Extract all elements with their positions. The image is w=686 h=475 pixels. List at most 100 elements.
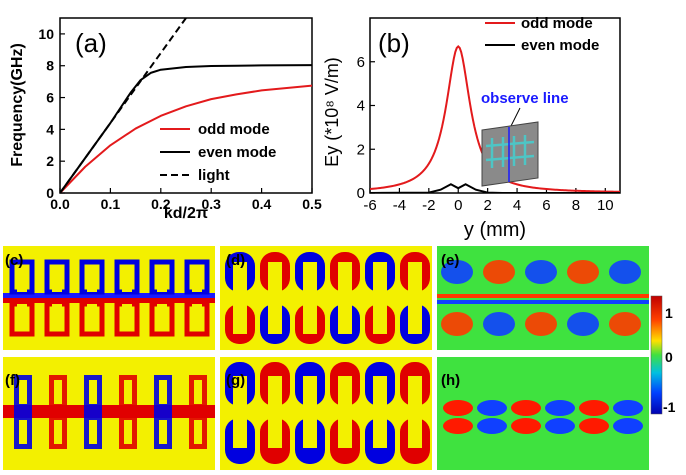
b-ytick-label: 6 — [357, 54, 365, 71]
h-blob-top — [579, 400, 609, 416]
a-ytick-label: 4 — [46, 121, 54, 137]
c-stub-top-core — [52, 268, 62, 292]
d-blob-top-core — [303, 262, 317, 292]
g-blob-top-core — [338, 376, 352, 406]
f-stub-gap-top — [19, 380, 27, 404]
g-blob-top-core — [268, 376, 282, 406]
h-blob-top — [545, 400, 575, 416]
c-stub-bottom-core — [122, 304, 132, 328]
a-ytick-label: 10 — [38, 26, 54, 42]
d-blob-bottom-core — [373, 304, 387, 334]
observe-line-arrow — [509, 107, 521, 129]
panel-a-ylabel: Frequency(GHz) — [9, 43, 26, 167]
g-blob-bottom-core — [268, 418, 282, 448]
e-strip-red — [437, 294, 649, 298]
g-blob-bottom-core — [408, 418, 422, 448]
g-blob-bottom-core — [373, 418, 387, 448]
c-stub-top-core — [87, 268, 97, 292]
observe-line-label: observe line — [481, 90, 569, 107]
a-xtick-label: 0.3 — [201, 196, 221, 212]
d-blob-top-core — [233, 262, 247, 292]
legend-odd-label: odd mode — [198, 121, 270, 138]
d-blob-top-core — [268, 262, 282, 292]
e-strip-blue — [437, 300, 649, 304]
colorbar-gradient — [650, 295, 663, 415]
panel-a-ticks: 0.0 0.1 0.2 0.3 0.4 0.5 0 2 4 6 8 10 — [38, 26, 322, 212]
f-stub — [189, 375, 207, 449]
g-blob-top-core — [233, 376, 247, 406]
legend-b-odd-label: odd mode — [521, 15, 593, 32]
panel-a-label: (a) — [75, 28, 107, 58]
colorbar-tick-max: 1 — [665, 305, 673, 321]
f-stub-gap-bottom — [159, 420, 167, 444]
f-stub-gap-top — [89, 380, 97, 404]
panel-a-legend: odd mode even mode light — [160, 121, 276, 184]
light-line — [60, 18, 187, 193]
h-blob-bottom — [579, 418, 609, 434]
f-stub-gap-bottom — [89, 420, 97, 444]
fieldmap-e: (e) — [437, 246, 649, 350]
f-stub — [84, 375, 102, 449]
g-blob-top-core — [373, 376, 387, 406]
device-inset: observe line — [481, 90, 569, 187]
e-blob-bottom — [567, 312, 599, 336]
f-stub — [14, 375, 32, 449]
panel-b-ylabel: Ey (*10⁸ V/m) — [322, 57, 342, 167]
h-blob-bottom — [477, 418, 507, 434]
f-stub-gap-bottom — [194, 420, 202, 444]
d-blob-bottom-core — [268, 304, 282, 334]
d-blob-bottom-core — [233, 304, 247, 334]
panel-b-label: (b) — [378, 28, 410, 58]
g-blob-bottom-core — [338, 418, 352, 448]
panel-a-xlabel: kd/2π — [164, 205, 208, 222]
h-blob-bottom — [613, 418, 643, 434]
e-blob-top — [525, 260, 557, 284]
c-stub-top-core — [157, 268, 167, 292]
c-stub-bottom-core — [17, 304, 27, 328]
f-stub — [119, 375, 137, 449]
c-stub-bottom-core — [157, 304, 167, 328]
f-stub — [154, 375, 172, 449]
b-xtick-label: 4 — [513, 197, 521, 214]
e-blob-top — [609, 260, 641, 284]
fieldmap-g: (g) — [220, 357, 432, 470]
d-blob-top-core — [408, 262, 422, 292]
f-stub-gap-bottom — [54, 420, 62, 444]
f-stub-gap-top — [124, 380, 132, 404]
colorbar-tick-min: -1 — [663, 399, 676, 415]
h-blob-bottom — [545, 418, 575, 434]
b-ytick-label: 0 — [357, 185, 365, 202]
a-xtick-label: 0.4 — [252, 196, 272, 212]
f-stub-gap-bottom — [124, 420, 132, 444]
g-center-strip — [220, 406, 432, 418]
h-blob-bottom — [511, 418, 541, 434]
h-blob-top — [613, 400, 643, 416]
colorbar-tick-zero: 0 — [665, 349, 673, 365]
h-blob-bottom — [443, 418, 473, 434]
c-stub-top-core — [192, 268, 202, 292]
fieldmap-c: (c) — [3, 246, 215, 350]
panel-a-lines — [60, 18, 312, 193]
d-blob-bottom-core — [303, 304, 317, 334]
device-plate — [481, 121, 539, 187]
fieldmap-h-label: (h) — [441, 372, 460, 389]
even-mode-line — [60, 64, 312, 193]
c-stub-top-core — [122, 268, 132, 292]
b-xtick-label: 8 — [572, 197, 580, 214]
a-ytick-label: 0 — [46, 185, 54, 201]
a-xtick-label: 0.5 — [302, 196, 322, 212]
odd-mode-line — [60, 84, 312, 193]
a-ytick-label: 6 — [46, 90, 54, 106]
panel-b-xlabel: y (mm) — [464, 219, 526, 241]
e-blob-top — [483, 260, 515, 284]
legend-b-even-label: even mode — [521, 37, 599, 54]
panel-b: -6 -4 -2 0 2 4 6 8 10 0 2 4 6 (b) y (mm) Ey (*10⁸ V/… — [322, 15, 621, 241]
legend-light-label: light — [198, 167, 230, 184]
colorbar: 1 0 -1 — [650, 295, 676, 415]
fieldmap-d-label: (d) — [226, 252, 245, 269]
c-stub-top-core — [17, 268, 27, 292]
g-blob-bottom-core — [233, 418, 247, 448]
fieldmap-g-label: (g) — [226, 372, 245, 389]
f-stub-gap-top — [54, 380, 62, 404]
a-ytick-label: 2 — [46, 153, 54, 169]
